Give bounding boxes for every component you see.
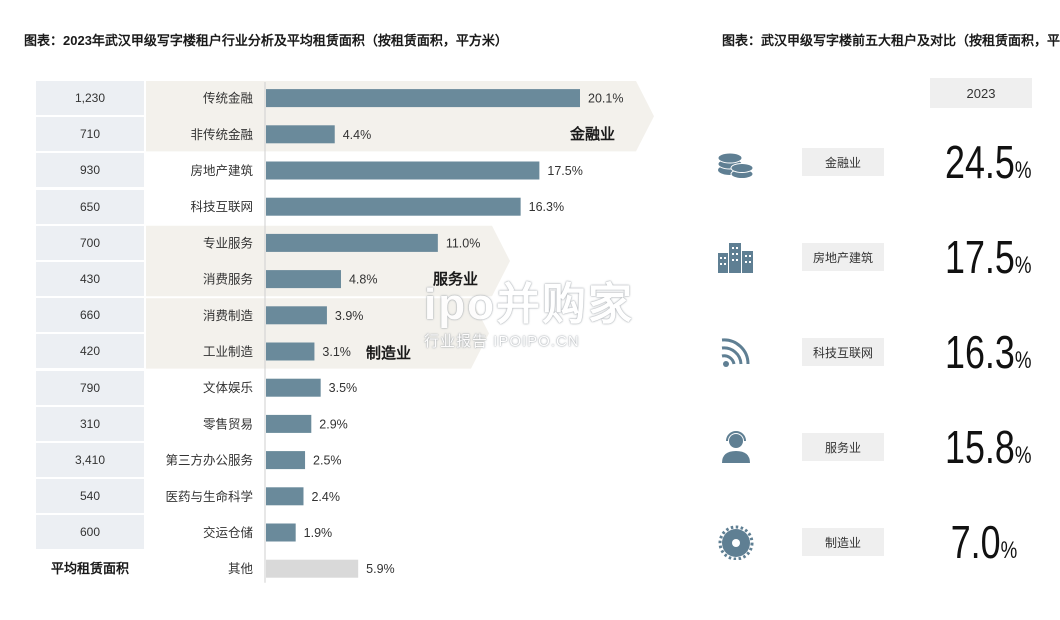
bar-value-label: 2.4% [311,490,340,504]
bar-value-label: 3.5% [329,381,358,395]
category-label: 传统金融 [203,91,254,106]
bar-value-label: 3.1% [322,345,351,359]
bar [266,270,341,289]
category-label: 医药与生命科学 [165,489,253,504]
bar [266,342,315,361]
average-area-cell: 540 [36,479,144,514]
bar [266,559,359,578]
bar [266,451,306,470]
top-tenant-value: 7.0% [950,516,1018,568]
top-tenant-row: 科技互联网 16.3% [712,322,1060,382]
category-label: 工业制造 [203,345,254,359]
right-chart-title: 图表：武汉甲级写字楼前五大租户及对比（按租赁面积，平方米） [722,33,1060,48]
bar [266,233,438,252]
average-area-cell: 650 [36,189,144,224]
top-tenant-label: 房地产建筑 [802,243,884,271]
bar [266,378,321,397]
category-label: 科技互联网 [190,200,253,214]
average-area-cell: 930 [36,153,144,188]
top-tenant-row: 服务业 15.8% [712,417,1060,477]
top-tenant-label: 科技互联网 [802,338,884,366]
top-tenant-row: 房地产建筑 17.5% [712,227,1060,287]
year-header: 2023 [930,78,1032,108]
bar [266,523,296,542]
category-label: 房地产建筑 [190,163,253,178]
average-area-cell: 700 [36,225,144,260]
top-tenant-value: 16.3% [945,326,1032,378]
category-label: 非传统金融 [190,127,253,142]
gear-icon [718,525,754,560]
buildings-icon [718,243,753,273]
top-tenant-value: 24.5% [945,136,1032,188]
support-agent-icon [722,431,750,463]
bar-value-label: 16.3% [529,200,564,214]
bar-value-label: 4.4% [343,128,372,142]
bar-value-label: 3.9% [335,309,364,323]
bar [266,197,521,216]
bar [266,414,312,433]
coins-icon [717,152,754,179]
bar-value-label: 2.9% [319,417,348,431]
category-label: 零售贸易 [203,416,253,431]
category-label: 消费制造 [203,309,254,323]
bar-value-label: 17.5% [547,164,582,178]
bar-value-label: 4.8% [349,273,378,287]
average-area-cell: 600 [36,515,144,550]
category-label: 第三方办公服务 [165,453,253,468]
bar-value-label: 1.9% [304,526,333,540]
average-area-cell: 710 [36,117,144,152]
bar [266,125,335,144]
top-tenant-row: 金融业 24.5% [712,132,1060,192]
bar-value-label: 20.1% [588,92,623,106]
bar-value-label: 2.5% [313,454,342,468]
average-area-cell: 3,410 [36,443,144,477]
wifi-icon [721,338,750,367]
top-tenant-label: 制造业 [802,528,884,556]
average-area-label: 平均租赁面积 [50,561,129,576]
category-label: 专业服务 [203,235,253,250]
bar-value-label: 5.9% [366,562,395,576]
group-label: 服务业 [433,271,479,288]
average-area-cell: 310 [36,406,144,441]
average-area-cell: 430 [36,262,144,296]
average-area-cell: 1,230 [36,81,144,115]
bar [266,306,327,325]
category-label: 其他 [228,562,254,576]
bar [266,161,540,180]
average-area-cell: 790 [36,370,144,405]
average-area-cell: 660 [36,298,144,333]
top-tenant-label: 金融业 [802,148,884,176]
left-chart-title: 图表：2023年武汉甲级写字楼租户行业分析及平均租赁面积（按租赁面积，平方米） [24,33,508,48]
category-label: 消费服务 [203,272,253,287]
bar [266,89,580,108]
top-tenant-label: 服务业 [802,433,884,461]
category-label: 文体娱乐 [203,380,253,395]
category-label: 交运仓储 [203,525,253,540]
bar [266,487,304,506]
bar-value-label: 11.0% [446,236,481,250]
group-label: 金融业 [570,126,616,143]
average-area-cell: 420 [36,334,144,369]
top-tenant-value: 15.8% [945,421,1032,473]
group-label: 制造业 [366,345,412,362]
top-tenant-value: 17.5% [945,231,1032,283]
top-tenant-row: 制造业 7.0% [712,512,1060,572]
